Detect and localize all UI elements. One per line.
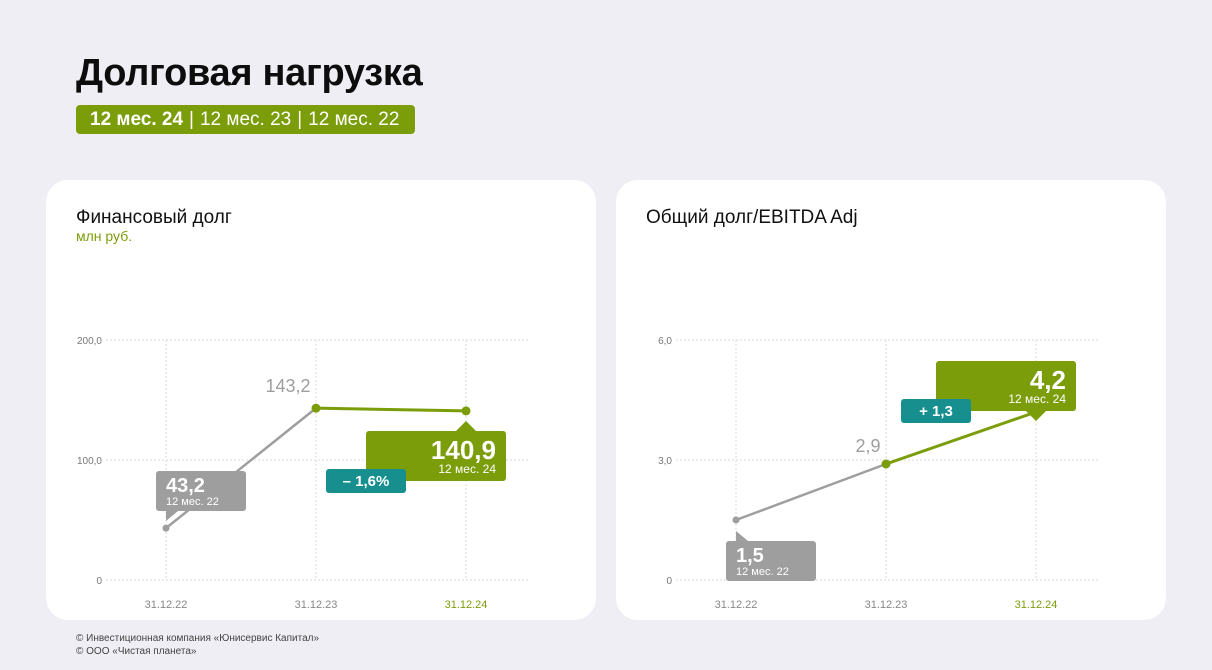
period-12m-22[interactable]: 12 мес. 22: [308, 108, 400, 130]
data-point: [881, 459, 891, 469]
card-title: Финансовый долг: [76, 207, 232, 228]
series-line-segment: [884, 410, 1038, 466]
x-tick-label: 31.12.23: [865, 599, 908, 611]
label-pointer: [456, 421, 476, 431]
value-sublabel: 12 мес. 22: [736, 566, 789, 578]
x-tick-label: 31.12.23: [295, 599, 338, 611]
data-point: [461, 406, 471, 416]
value-label: 140,9: [431, 435, 496, 465]
value-label: 43,2: [166, 475, 205, 497]
change-badge-label: + 1,3: [919, 403, 953, 420]
value-label: 2,9: [855, 436, 880, 456]
period-separator: |: [189, 108, 194, 130]
footer-copyright-1: © Инвестиционная компания «Юнисервис Кап…: [76, 633, 320, 644]
period-separator: |: [297, 108, 303, 130]
label-pointer: [736, 531, 748, 541]
page-title: Долговая нагрузка: [76, 52, 423, 94]
value-sublabel: 12 мес. 24: [438, 462, 496, 476]
value-label-box: [156, 471, 246, 511]
data-point: [732, 516, 740, 524]
debt-ebitda-chart: 03,06,031.12.22 31.12.23 31.12.241,512 мес…: [658, 336, 1098, 611]
card-financial-debt: Финансовый долг млн руб. 0 100,0 200,0 31.1…: [46, 180, 596, 620]
y-tick-label: 6,0: [658, 336, 672, 347]
value-label-box: [366, 431, 506, 481]
data-point: [311, 403, 321, 413]
footer-copyright-2: © ООО «Чистая планета»: [76, 646, 197, 657]
value-label: 1,5: [736, 545, 764, 567]
value-label-box: [726, 541, 816, 581]
y-tick-label: 100,0: [77, 456, 102, 467]
label-pointer: [166, 511, 178, 521]
y-tick-label: 0: [666, 576, 672, 587]
value-sublabel: 12 мес. 24: [1008, 392, 1066, 406]
change-badge: [901, 399, 971, 423]
period-12m-23[interactable]: 12 мес. 23: [199, 108, 292, 130]
change-badge-label: – 1,6%: [343, 473, 390, 490]
x-tick-label: 31.12.22: [715, 599, 758, 611]
value-label: 143,2: [265, 376, 310, 396]
value-label-box: [936, 361, 1076, 411]
y-tick-label: 200,0: [77, 336, 102, 347]
y-tick-label: 0: [96, 576, 102, 587]
period-selector: 12 мес. 24 | 12 мес. 23 | 12 мес. 22: [76, 105, 416, 134]
label-pointer: [1026, 411, 1046, 421]
card-title: Общий долг/EBITDA Adj: [646, 207, 858, 228]
footer: © Инвестиционная компания «Юнисервис Кап…: [76, 632, 319, 658]
x-tick-label: 31.12.22: [145, 599, 188, 611]
data-point: [162, 524, 170, 532]
period-12m-24[interactable]: 12 мес. 24: [90, 108, 184, 130]
card-unit: млн руб.: [76, 228, 133, 244]
x-tick-label: 31.12.24: [445, 599, 488, 611]
series-line-segment: [314, 406, 468, 413]
value-sublabel: 12 мес. 22: [166, 496, 219, 508]
y-tick-label: 3,0: [658, 456, 672, 467]
value-label: 4,2: [1030, 365, 1066, 395]
x-tick-label: 31.12.24: [1015, 599, 1058, 611]
change-badge: [326, 469, 406, 493]
series-line-segment: [734, 462, 888, 522]
card-debt-ebitda: Общий долг/EBITDA Adj 0 3,0 6,0 31.12.22 31.…: [616, 180, 1166, 620]
